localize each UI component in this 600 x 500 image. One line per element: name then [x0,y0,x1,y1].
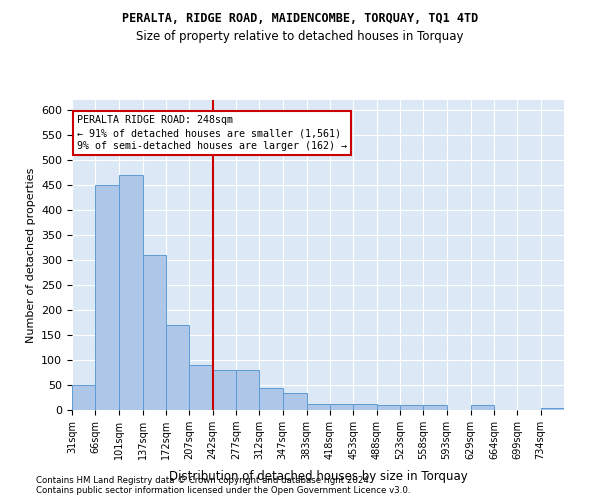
Bar [541,408,564,410]
Bar [95,185,119,410]
Bar [259,388,283,410]
Bar [307,404,330,410]
Text: PERALTA RIDGE ROAD: 248sqm
← 91% of detached houses are smaller (1,561)
9% of se: PERALTA RIDGE ROAD: 248sqm ← 91% of deta… [77,115,347,152]
Bar [212,370,236,410]
X-axis label: Distribution of detached houses by size in Torquay: Distribution of detached houses by size … [169,470,467,484]
Text: Contains HM Land Registry data © Crown copyright and database right 2024.: Contains HM Land Registry data © Crown c… [36,476,371,485]
Bar [470,405,494,410]
Bar [72,385,95,410]
Bar [400,405,424,410]
Bar [377,405,400,410]
Bar [353,404,377,410]
Bar [424,405,446,410]
Bar [330,404,353,410]
Bar [119,175,143,410]
Bar [190,365,212,410]
Bar [143,255,166,410]
Y-axis label: Number of detached properties: Number of detached properties [26,168,35,342]
Bar [166,325,190,410]
Text: PERALTA, RIDGE ROAD, MAIDENCOMBE, TORQUAY, TQ1 4TD: PERALTA, RIDGE ROAD, MAIDENCOMBE, TORQUA… [122,12,478,26]
Bar [283,392,307,410]
Bar [236,370,259,410]
Text: Contains public sector information licensed under the Open Government Licence v3: Contains public sector information licen… [36,486,410,495]
Text: Size of property relative to detached houses in Torquay: Size of property relative to detached ho… [136,30,464,43]
